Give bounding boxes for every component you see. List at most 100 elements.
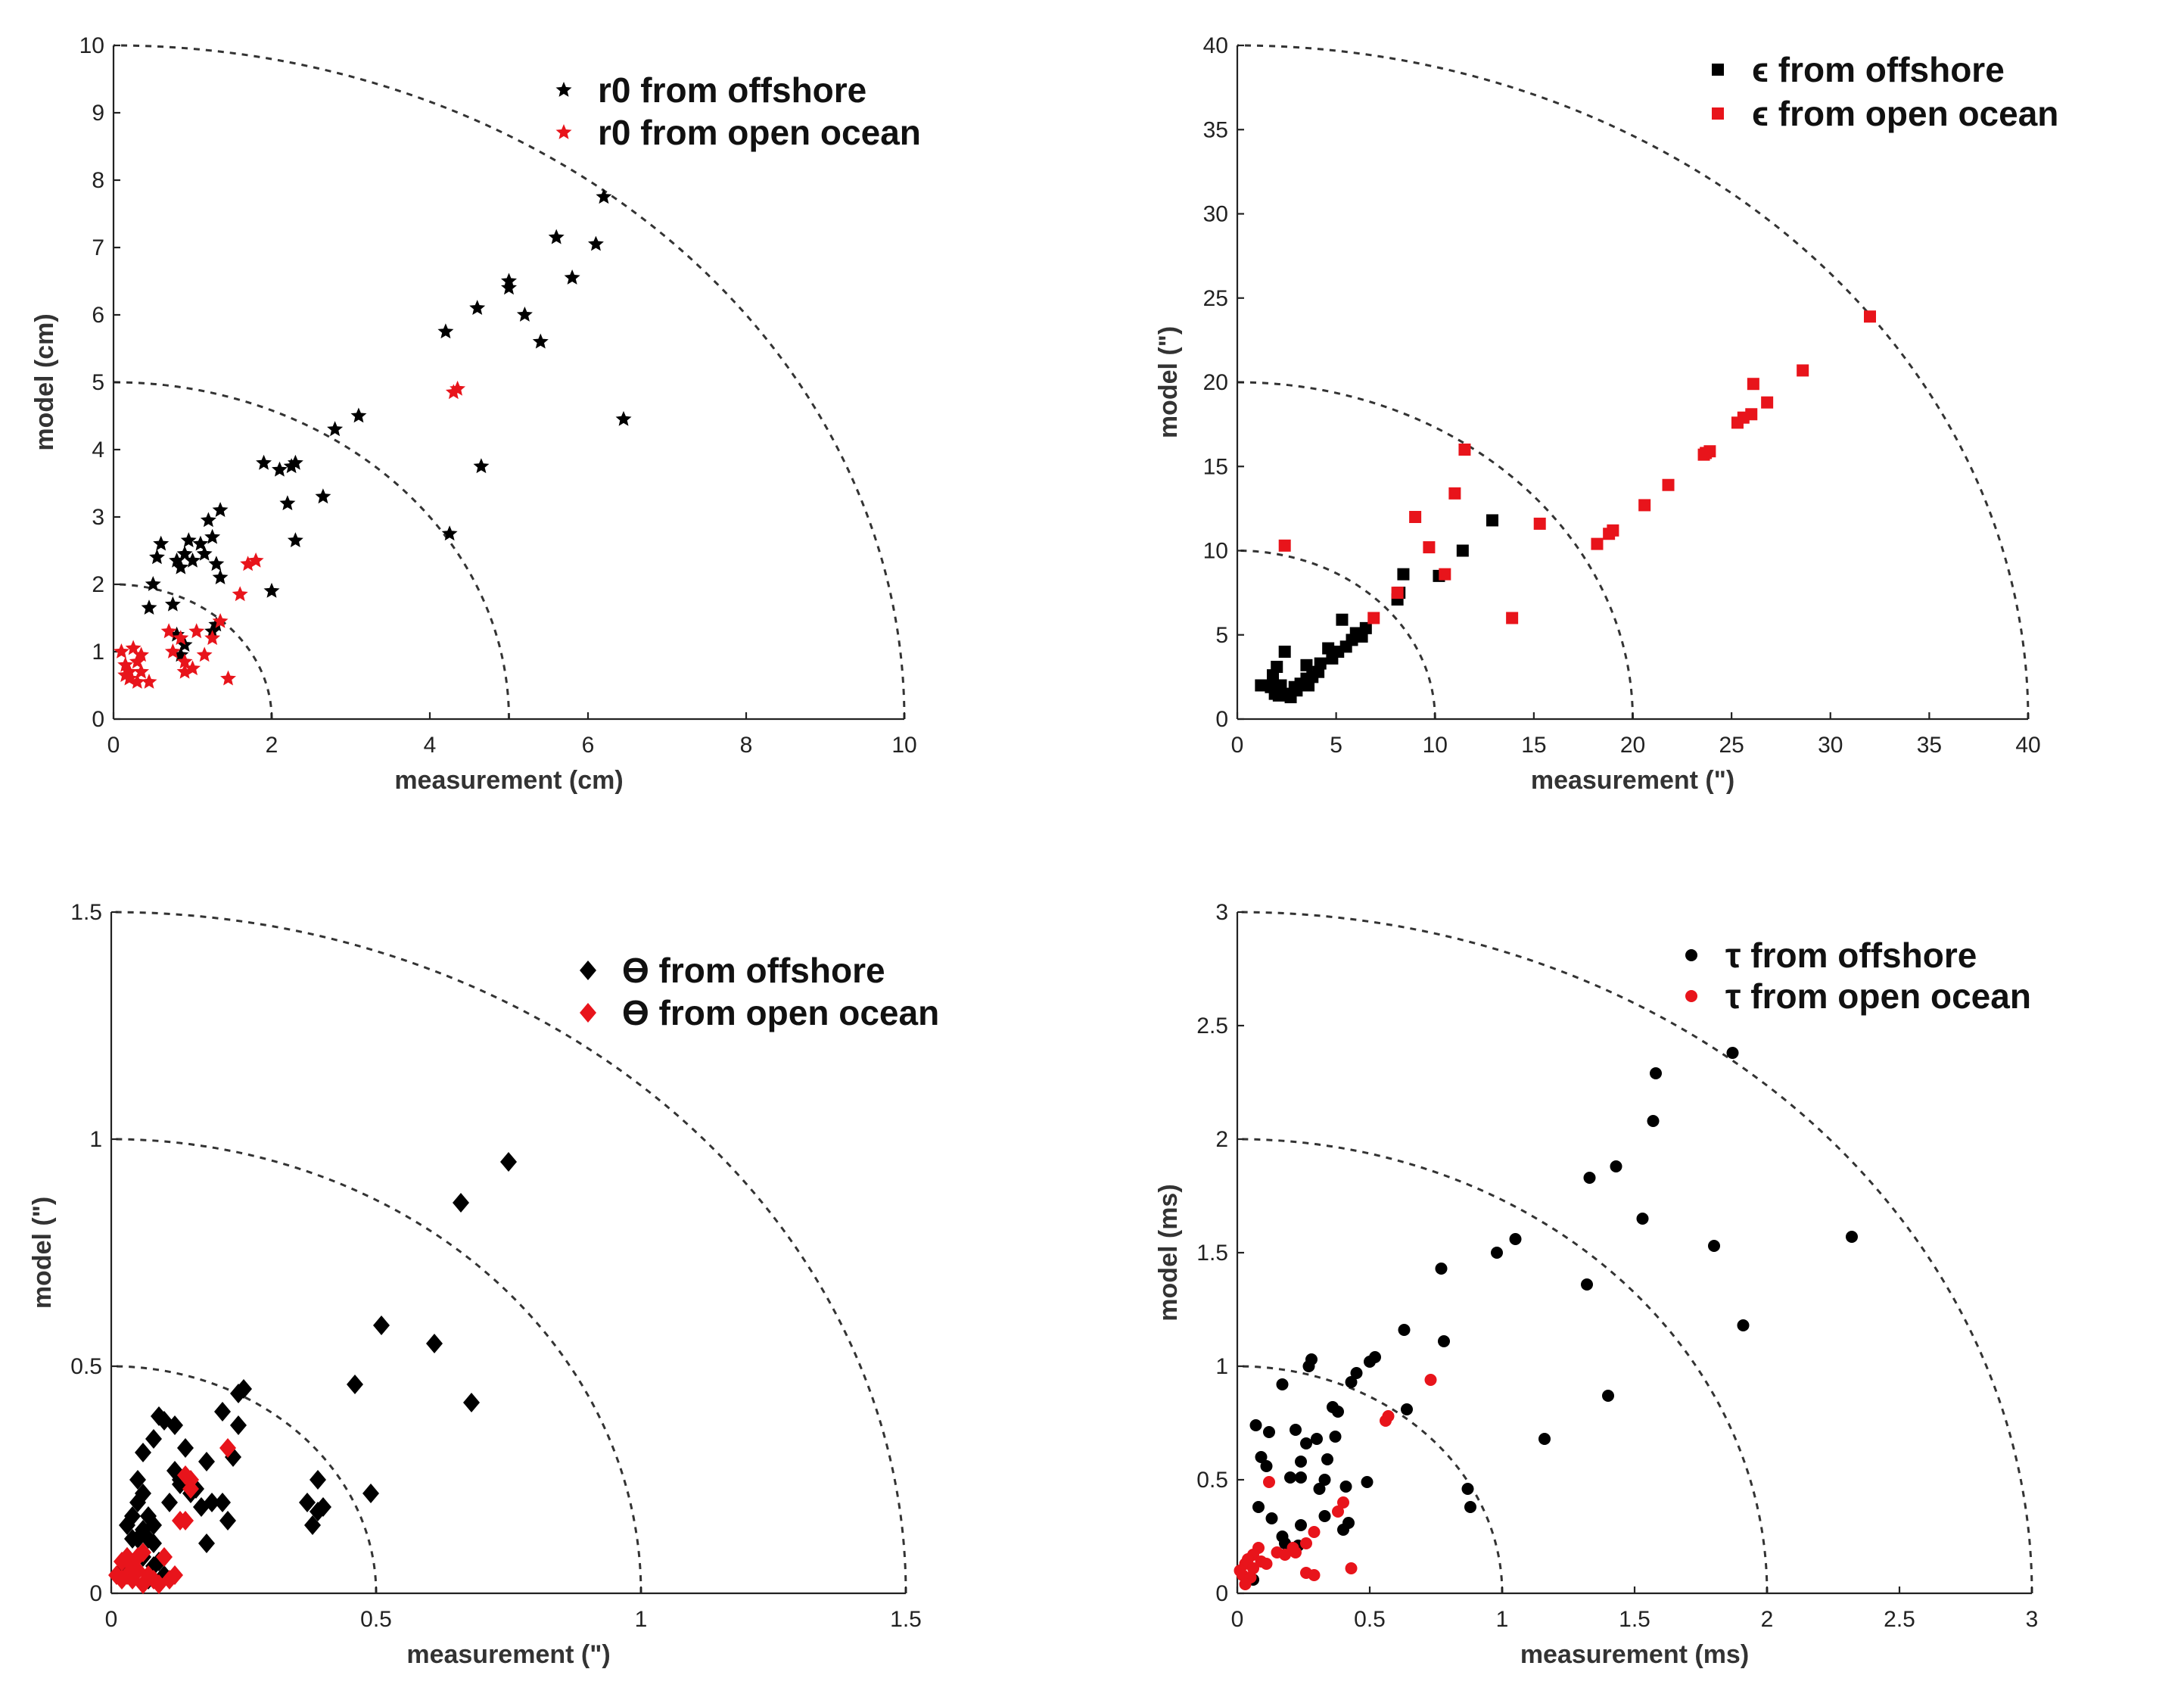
y-tick-label: 3 bbox=[1215, 900, 1228, 925]
x-tick-label: 6 bbox=[582, 733, 595, 758]
legend-marker bbox=[1712, 64, 1724, 76]
data-point bbox=[198, 1452, 215, 1471]
data-point bbox=[1361, 1476, 1374, 1488]
data-point bbox=[156, 1411, 173, 1431]
data-point bbox=[1591, 537, 1604, 550]
legend-marker bbox=[1712, 107, 1724, 120]
data-point bbox=[188, 623, 205, 639]
y-tick-label: 7 bbox=[92, 235, 104, 260]
y-tick-label: 4 bbox=[92, 437, 104, 462]
data-point bbox=[145, 576, 161, 591]
data-point bbox=[1295, 1519, 1307, 1531]
reference-arc bbox=[113, 381, 510, 720]
data-point bbox=[1255, 679, 1268, 692]
data-point bbox=[145, 1515, 162, 1535]
legend-label: ϵ from offshore bbox=[1752, 50, 2005, 89]
data-point bbox=[516, 307, 533, 322]
x-tick-label: 10 bbox=[1423, 733, 1448, 758]
data-point bbox=[1322, 642, 1335, 655]
data-point bbox=[180, 532, 197, 547]
panel-tau: 0 0.5 1 1.5 2 2.5 3 0 0.5 1 1.5 2 2.5 3 measurement (m… bbox=[1154, 900, 2038, 1669]
y-tick-label: 6 bbox=[92, 303, 104, 328]
y-tick-label: 0.5 bbox=[70, 1354, 102, 1379]
series-offshore bbox=[114, 1152, 517, 1590]
data-point bbox=[1401, 1403, 1413, 1415]
data-point bbox=[279, 495, 296, 511]
x-tick-label: 0 bbox=[1231, 733, 1244, 758]
data-point bbox=[119, 1515, 135, 1535]
y-axis-label: model (") bbox=[1154, 326, 1183, 438]
data-point bbox=[198, 1534, 215, 1553]
x-tick-label: 2 bbox=[266, 733, 278, 758]
data-point bbox=[219, 1438, 236, 1458]
data-point bbox=[1456, 544, 1469, 557]
data-point bbox=[1638, 499, 1651, 512]
x-tick-label: 15 bbox=[1521, 733, 1546, 758]
data-point bbox=[1327, 1401, 1339, 1413]
data-point bbox=[1260, 1558, 1273, 1570]
data-point bbox=[1252, 1501, 1265, 1513]
data-point bbox=[548, 229, 565, 244]
y-tick-label: 15 bbox=[1203, 454, 1228, 479]
x-axis-label: measurement (") bbox=[1531, 766, 1734, 795]
data-point bbox=[141, 599, 157, 615]
data-point bbox=[212, 569, 229, 584]
data-point bbox=[256, 454, 272, 470]
x-axis-label: measurement (ms) bbox=[1520, 1640, 1749, 1669]
panel-r0: 0 2 4 6 8 10 0 1 2 3 4 5 6 7 8 9 10 measurement (cm) model… bbox=[30, 33, 921, 795]
data-point bbox=[1350, 1367, 1363, 1379]
data-point bbox=[1295, 1456, 1307, 1468]
data-point bbox=[1278, 646, 1291, 658]
data-point bbox=[1662, 478, 1675, 491]
y-axis-label: model (cm) bbox=[30, 313, 59, 450]
x-tick-label: 25 bbox=[1719, 733, 1744, 758]
data-point bbox=[1249, 1419, 1262, 1431]
data-point bbox=[1284, 1471, 1296, 1484]
data-point bbox=[1448, 487, 1461, 500]
data-point bbox=[1533, 517, 1546, 530]
series-open-ocean bbox=[1234, 1374, 1437, 1590]
data-point bbox=[108, 1565, 125, 1585]
data-point bbox=[1506, 612, 1519, 624]
reference-arc bbox=[1237, 1365, 1504, 1594]
y-tick-label: 9 bbox=[92, 101, 104, 126]
data-point bbox=[185, 552, 201, 568]
data-point bbox=[1308, 1569, 1321, 1581]
data-point bbox=[214, 1402, 231, 1421]
data-point bbox=[1583, 1172, 1596, 1184]
data-point bbox=[1423, 541, 1436, 554]
data-point bbox=[1864, 310, 1876, 323]
x-tick-label: 2 bbox=[1761, 1607, 1774, 1632]
series-offshore bbox=[141, 188, 632, 662]
x-tick-label: 0 bbox=[1231, 1607, 1244, 1632]
data-point bbox=[196, 646, 213, 662]
data-point bbox=[347, 1375, 363, 1394]
y-tick-label: 0 bbox=[92, 707, 104, 732]
data-point bbox=[1382, 1410, 1395, 1422]
data-point bbox=[1581, 1278, 1593, 1291]
y-tick-label: 10 bbox=[1203, 539, 1228, 564]
data-point bbox=[1737, 1319, 1750, 1331]
x-tick-label: 0.5 bbox=[360, 1607, 392, 1632]
data-point bbox=[219, 1511, 236, 1530]
data-point bbox=[310, 1502, 326, 1521]
legend-label: ϴ from open ocean bbox=[622, 993, 939, 1032]
data-point bbox=[121, 670, 138, 686]
data-point bbox=[350, 407, 367, 423]
x-tick-label: 1.5 bbox=[1619, 1607, 1650, 1632]
data-point bbox=[373, 1316, 390, 1335]
data-point bbox=[1491, 1247, 1503, 1259]
x-tick-label: 3 bbox=[2026, 1607, 2039, 1632]
series-open-ocean bbox=[1278, 310, 1876, 624]
data-point bbox=[192, 535, 209, 551]
data-point bbox=[114, 1552, 130, 1571]
data-point bbox=[212, 613, 229, 628]
data-point bbox=[1435, 1263, 1448, 1275]
y-axis-label: model (") bbox=[28, 1197, 57, 1309]
x-tick-label: 10 bbox=[891, 733, 916, 758]
legend-label: ϵ from open ocean bbox=[1752, 94, 2058, 133]
x-tick-label: 0.5 bbox=[1354, 1607, 1386, 1632]
data-point bbox=[1276, 1378, 1289, 1390]
x-tick-label: 1 bbox=[635, 1607, 648, 1632]
